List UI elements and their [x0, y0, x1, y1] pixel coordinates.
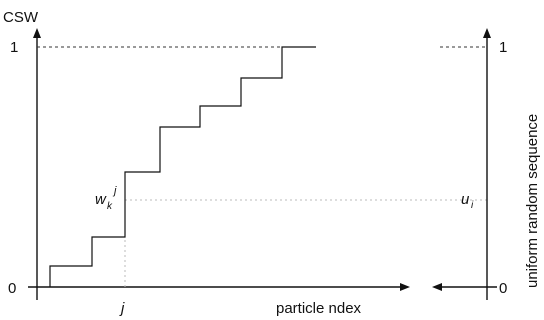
- particle-index-label: particle ndex: [276, 300, 362, 317]
- csw-axis-label: CSW: [3, 9, 39, 26]
- u-i-label: u i: [461, 191, 474, 211]
- x-axis-arrowhead: [400, 283, 410, 291]
- u-subscript-i: i: [471, 200, 474, 211]
- right-tick-one: 1: [499, 39, 507, 56]
- uniform-axis-arrowhead: [483, 28, 491, 38]
- j-label: j: [119, 300, 125, 317]
- right-base-left-arrowhead: [432, 283, 442, 291]
- cumulative-sum-weights-staircase: [49, 46, 316, 287]
- right-tick-zero: 0: [499, 280, 507, 297]
- w-superscript-j: j: [112, 185, 117, 197]
- w-subscript-k: k: [107, 201, 113, 212]
- w-letter: w: [95, 191, 107, 208]
- uniform-random-sequence-label: uniform random sequence: [524, 114, 541, 288]
- csw-y-axis-arrowhead: [33, 28, 41, 38]
- left-tick-zero: 0: [8, 280, 16, 297]
- left-tick-one: 1: [10, 39, 18, 56]
- u-letter: u: [461, 191, 470, 208]
- w-kj-label: w k j: [95, 185, 117, 212]
